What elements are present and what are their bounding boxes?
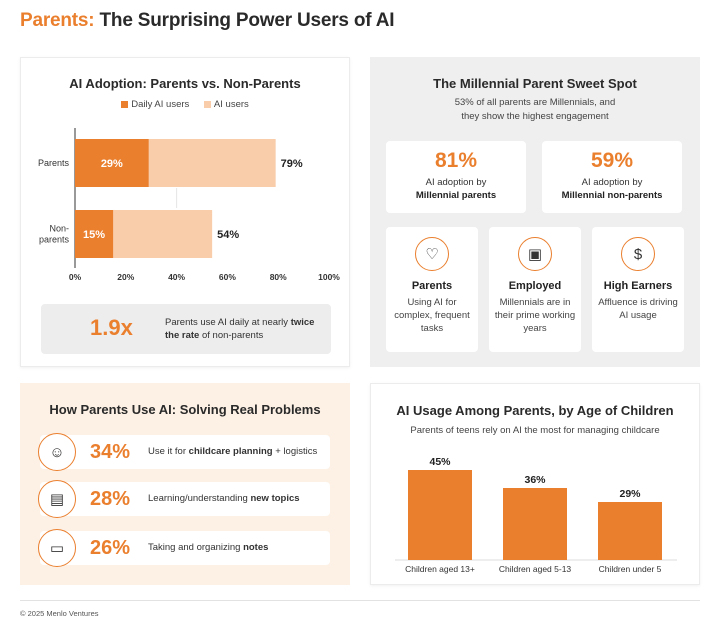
callout-value: 1.9x: [90, 315, 133, 340]
stat-card-millennial-non-parents: 59% AI adoption by Millennial non-parents: [542, 141, 682, 213]
usage-row-topics: ▤ 28% Learning/understanding new topics: [38, 480, 330, 518]
age-panel: AI Usage Among Parents, by Age of Childr…: [370, 383, 700, 585]
legend-item-daily: Daily AI users: [121, 99, 189, 110]
usage-text: Learning/understanding new topics: [148, 493, 300, 504]
x-tick-label: 20%: [117, 272, 134, 282]
x-tick-label: 0%: [69, 272, 82, 282]
money-stack-icon: $: [621, 237, 655, 271]
legend-swatch-daily: [121, 100, 129, 108]
segment-heading: Parents: [411, 280, 453, 292]
stat-label: AI adoption by Millennial non-parents: [561, 177, 663, 201]
usage-text: Taking and organizing notes: [148, 542, 269, 553]
bar-daily-ai-users: [75, 139, 149, 187]
usage-text: Use it for childcare planning + logistic…: [148, 446, 318, 457]
stat-value: 59%: [590, 149, 634, 172]
bar-value-label: 36%: [524, 474, 546, 486]
adoption-legend: Daily AI users AI users: [21, 99, 349, 110]
legend-swatch-ai: [203, 100, 211, 108]
stat-card-millennial-parents: 81% AI adoption by Millennial parents: [386, 141, 526, 213]
millennial-panel: The Millennial Parent Sweet Spot 53% of …: [370, 57, 700, 367]
segment-desc: Using AI for complex, frequent tasks: [394, 297, 470, 334]
segment-card-parents: ♡ Parents Using AI for complex, frequent…: [386, 227, 478, 352]
heart-hand-icon: ♡: [415, 237, 449, 271]
usage-pct: 34%: [90, 441, 131, 463]
callout-text: Parents use AI daily at nearly twice the…: [165, 317, 315, 341]
usage-panel: How Parents Use AI: Solving Real Problem…: [20, 383, 350, 585]
segment-heading: High Earners: [603, 280, 673, 292]
legend-item-ai: AI users: [203, 99, 249, 110]
page-title: Parents: The Surprising Power Users of A…: [20, 10, 395, 31]
bar: [598, 502, 662, 560]
usage-title: How Parents Use AI: Solving Real Problem…: [49, 402, 321, 417]
bar-value-label: 29%: [619, 488, 641, 500]
notebook-icon: ▭: [38, 529, 76, 567]
age-title: AI Usage Among Parents, by Age of Childr…: [396, 403, 674, 418]
bar-label-daily: 29%: [101, 158, 123, 170]
adoption-title: AI Adoption: Parents vs. Non-Parents: [69, 76, 301, 91]
category-label: Non-: [49, 224, 69, 234]
usage-row-childcare: ☺ 34% Use it for childcare planning + lo…: [38, 433, 330, 471]
bar-label-daily: 15%: [83, 229, 105, 241]
bar-label-ai: 79%: [281, 158, 303, 170]
category-label: Children aged 5-13: [499, 564, 572, 574]
x-tick-label: 60%: [219, 272, 236, 282]
age-bar-chart: 45% Children aged 13+ 36% Children aged 5-1…: [395, 456, 677, 574]
category-label: Children aged 13+: [405, 564, 475, 574]
stat-value: 81%: [434, 149, 478, 172]
x-tick-label: 40%: [168, 272, 185, 282]
usage-row-notes: ▭ 26% Taking and organizing notes: [38, 529, 330, 567]
x-tick-label: 100%: [318, 272, 340, 282]
adoption-panel: AI Adoption: Parents vs. Non-Parents Dai…: [20, 57, 350, 367]
x-tick-label: 80%: [270, 272, 287, 282]
usage-pct: 28%: [90, 488, 131, 510]
segment-heading: Employed: [508, 280, 562, 292]
category-label: parents: [39, 235, 70, 245]
stat-label: AI adoption by Millennial parents: [415, 177, 497, 201]
footer-copyright: © 2025 Menlo Ventures: [20, 609, 99, 618]
category-label: Children under 5: [599, 564, 662, 574]
adoption-bar-chart: 29% 79% Parents 15% 54% Non-parents 0% 20% 40% 60…: [38, 128, 340, 282]
footer-divider: [20, 600, 700, 601]
segment-desc: Millennials are in their prime working y…: [494, 297, 576, 334]
segment-card-high-earners: $ High Earners Affluence is driving AI u…: [592, 227, 684, 352]
segment-desc: Affluence is driving AI usage: [598, 297, 678, 321]
category-label: Parents: [38, 158, 70, 168]
millennial-subtitle: 53% of all parents are Millennials, and t…: [454, 97, 616, 122]
open-book-icon: ▤: [38, 480, 76, 518]
briefcase-icon: ▣: [518, 237, 552, 271]
family-icon: ☺: [38, 433, 76, 471]
bar: [408, 470, 472, 560]
bar: [503, 488, 567, 560]
bar-daily-ai-users: [75, 210, 114, 258]
millennial-title: The Millennial Parent Sweet Spot: [433, 76, 637, 91]
bar-value-label: 45%: [429, 456, 451, 468]
bar-label-ai: 54%: [217, 229, 239, 241]
adoption-callout: 1.9x Parents use AI daily at nearly twic…: [41, 304, 331, 354]
age-subtitle: Parents of teens rely on AI the most for…: [410, 425, 660, 436]
usage-pct: 26%: [90, 537, 131, 559]
segment-card-employed: ▣ Employed Millennials are in their prim…: [489, 227, 581, 352]
